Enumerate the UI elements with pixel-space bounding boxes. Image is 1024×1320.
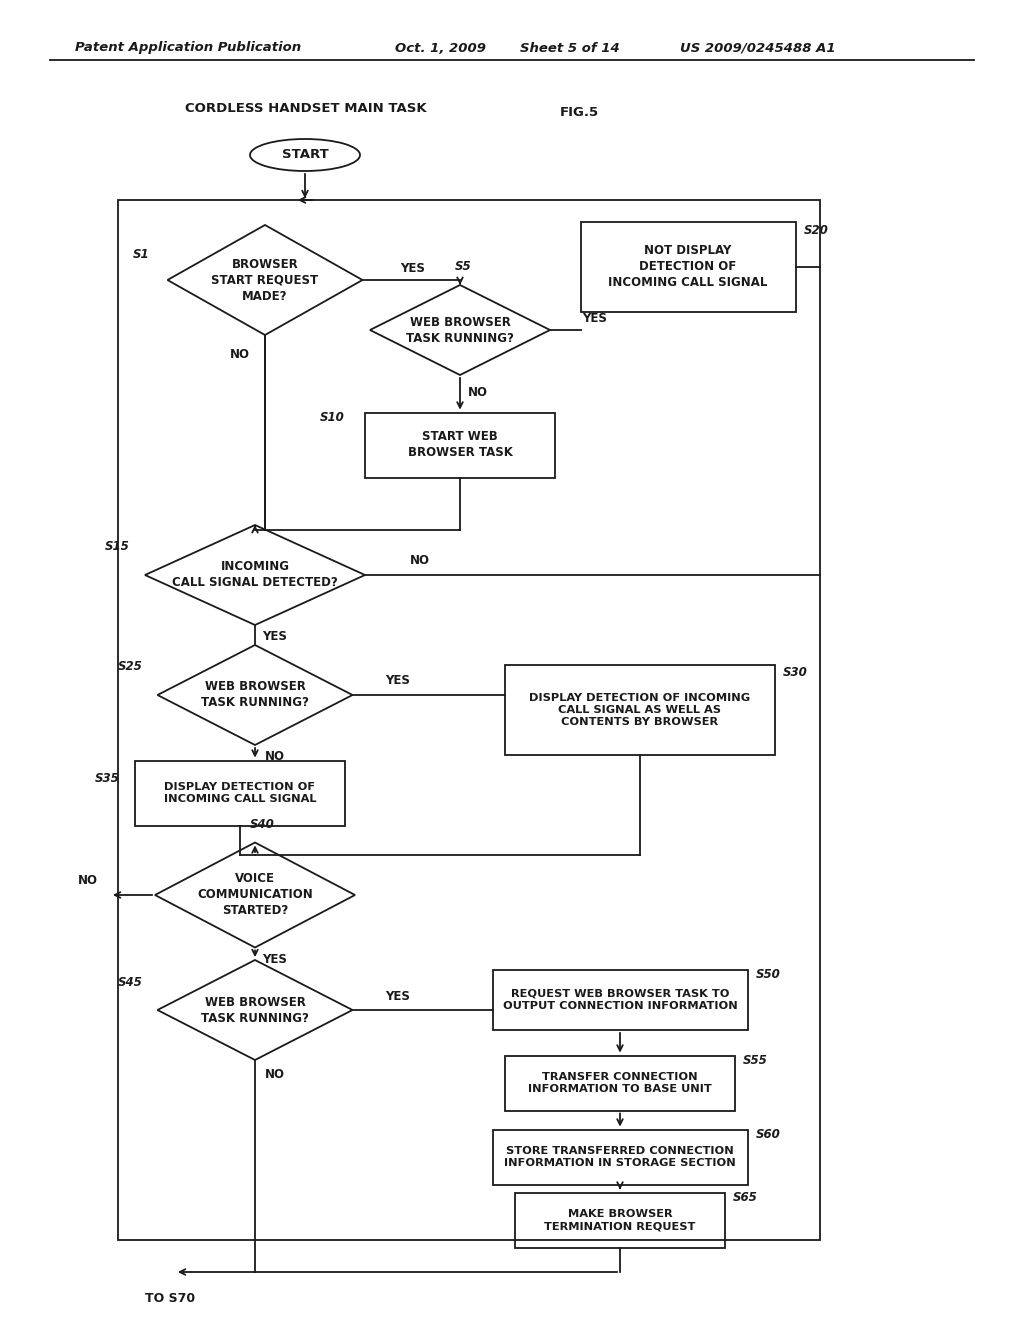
Text: YES: YES — [400, 261, 425, 275]
Text: NOT DISPLAY
DETECTION OF
INCOMING CALL SIGNAL: NOT DISPLAY DETECTION OF INCOMING CALL S… — [608, 244, 768, 289]
Text: MAKE BROWSER
TERMINATION REQUEST: MAKE BROWSER TERMINATION REQUEST — [545, 1209, 695, 1232]
Text: Oct. 1, 2009: Oct. 1, 2009 — [395, 41, 486, 54]
Text: WEB BROWSER
TASK RUNNING?: WEB BROWSER TASK RUNNING? — [407, 315, 514, 345]
Text: START: START — [282, 149, 329, 161]
Bar — [135, 760, 345, 825]
Text: US 2009/0245488 A1: US 2009/0245488 A1 — [680, 41, 836, 54]
Text: NO: NO — [468, 387, 488, 400]
Text: S10: S10 — [319, 411, 345, 424]
Text: S1: S1 — [132, 248, 150, 261]
Bar — [493, 970, 748, 1030]
Text: DISPLAY DETECTION OF
INCOMING CALL SIGNAL: DISPLAY DETECTION OF INCOMING CALL SIGNA… — [164, 781, 316, 804]
Text: S15: S15 — [105, 540, 130, 553]
Text: DISPLAY DETECTION OF INCOMING
CALL SIGNAL AS WELL AS
CONTENTS BY BROWSER: DISPLAY DETECTION OF INCOMING CALL SIGNA… — [529, 693, 751, 727]
Text: YES: YES — [262, 953, 288, 966]
Bar — [515, 1192, 725, 1247]
Text: NO: NO — [265, 751, 285, 763]
Text: INCOMING
CALL SIGNAL DETECTED?: INCOMING CALL SIGNAL DETECTED? — [172, 561, 338, 590]
Text: S30: S30 — [783, 667, 808, 680]
Text: NO: NO — [410, 554, 430, 568]
Text: WEB BROWSER
TASK RUNNING?: WEB BROWSER TASK RUNNING? — [201, 995, 309, 1024]
Text: WEB BROWSER
TASK RUNNING?: WEB BROWSER TASK RUNNING? — [201, 681, 309, 710]
Text: S25: S25 — [118, 660, 142, 673]
Bar — [581, 222, 796, 312]
Text: STORE TRANSFERRED CONNECTION
INFORMATION IN STORAGE SECTION: STORE TRANSFERRED CONNECTION INFORMATION… — [504, 1146, 736, 1168]
Text: S20: S20 — [804, 223, 828, 236]
Text: TRANSFER CONNECTION
INFORMATION TO BASE UNIT: TRANSFER CONNECTION INFORMATION TO BASE … — [528, 1072, 712, 1094]
Text: S60: S60 — [756, 1129, 780, 1140]
Text: START WEB
BROWSER TASK: START WEB BROWSER TASK — [408, 430, 512, 459]
Bar — [505, 1056, 735, 1110]
Text: BROWSER
START REQUEST
MADE?: BROWSER START REQUEST MADE? — [211, 257, 318, 302]
Text: YES: YES — [583, 312, 607, 325]
Text: S55: S55 — [743, 1053, 768, 1067]
Text: S65: S65 — [733, 1191, 758, 1204]
Text: S5: S5 — [455, 260, 472, 273]
Text: VOICE
COMMUNICATION
STARTED?: VOICE COMMUNICATION STARTED? — [198, 873, 313, 917]
Text: YES: YES — [385, 990, 410, 1002]
Text: S35: S35 — [95, 771, 120, 784]
Text: REQUEST WEB BROWSER TASK TO
OUTPUT CONNECTION INFORMATION: REQUEST WEB BROWSER TASK TO OUTPUT CONNE… — [503, 989, 737, 1011]
Bar — [505, 665, 775, 755]
Text: NO: NO — [265, 1068, 285, 1081]
Text: TO S70: TO S70 — [145, 1292, 195, 1305]
Text: CORDLESS HANDSET MAIN TASK: CORDLESS HANDSET MAIN TASK — [185, 102, 427, 115]
Bar — [118, 201, 820, 1239]
Text: Patent Application Publication: Patent Application Publication — [75, 41, 301, 54]
Bar — [493, 1130, 748, 1184]
Text: NO: NO — [230, 348, 250, 362]
Text: YES: YES — [385, 675, 410, 688]
Text: YES: YES — [262, 631, 288, 644]
Text: Sheet 5 of 14: Sheet 5 of 14 — [520, 41, 620, 54]
Text: S45: S45 — [118, 975, 142, 989]
Text: NO: NO — [78, 874, 98, 887]
Text: S40: S40 — [250, 818, 274, 832]
Text: FIG.5: FIG.5 — [560, 107, 599, 120]
Text: S50: S50 — [756, 969, 780, 982]
Bar — [365, 412, 555, 478]
